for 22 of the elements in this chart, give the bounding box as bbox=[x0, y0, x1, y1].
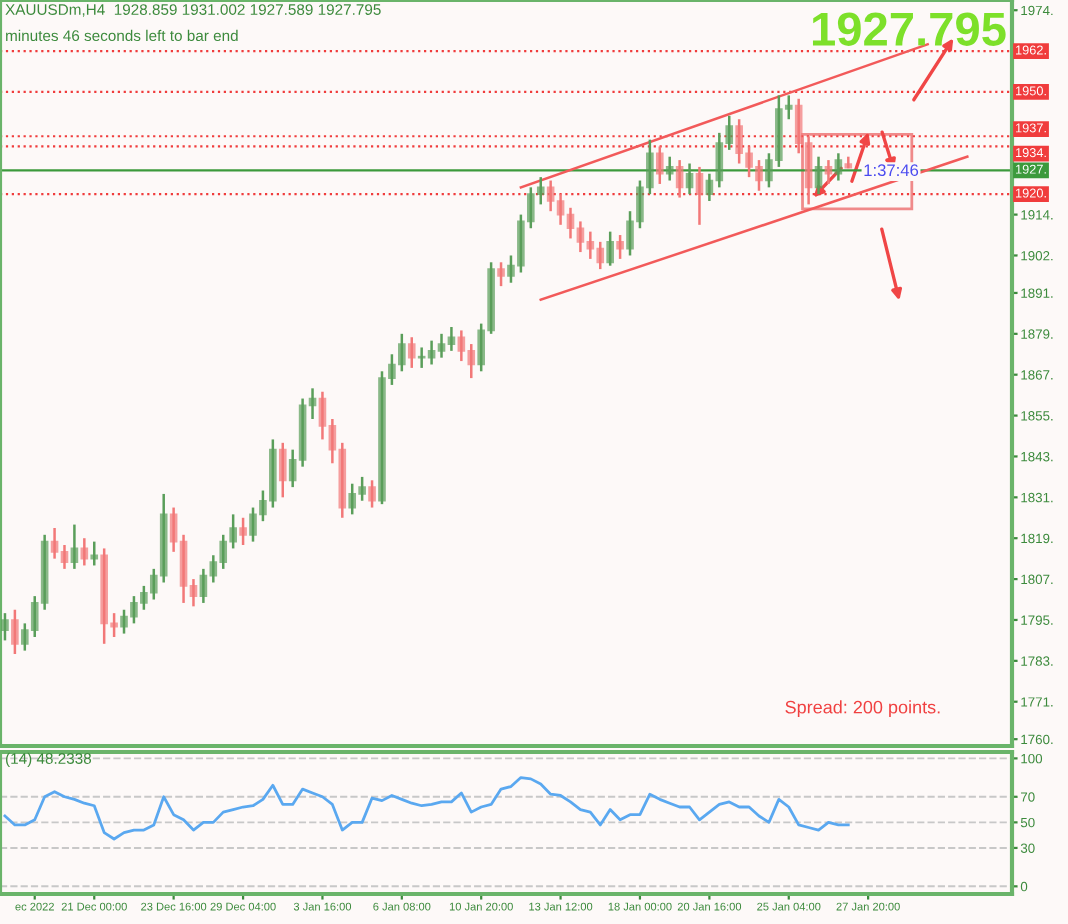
candlestick bbox=[606, 230, 614, 267]
candlestick bbox=[824, 158, 833, 186]
candlestick bbox=[834, 152, 843, 182]
candlestick bbox=[70, 523, 79, 571]
line-series bbox=[3, 776, 850, 841]
candlestick bbox=[675, 158, 684, 199]
candlestick bbox=[239, 516, 247, 547]
candlestick bbox=[407, 335, 416, 370]
candlestick bbox=[616, 233, 624, 261]
candlestick bbox=[685, 162, 694, 196]
candlestick bbox=[655, 145, 664, 186]
candlestick bbox=[497, 261, 505, 288]
candlestick bbox=[278, 441, 287, 499]
candlestick bbox=[1, 611, 9, 642]
candlestick bbox=[665, 155, 674, 182]
candlestick bbox=[368, 479, 376, 509]
candlestick bbox=[90, 540, 99, 567]
annotation: 1:37:46 bbox=[864, 164, 919, 177]
candlestick bbox=[11, 608, 19, 656]
annotation: Spread: 200 points. bbox=[785, 700, 940, 718]
annotation: 1927.795 bbox=[812, 12, 1006, 46]
candlestick bbox=[695, 165, 704, 227]
